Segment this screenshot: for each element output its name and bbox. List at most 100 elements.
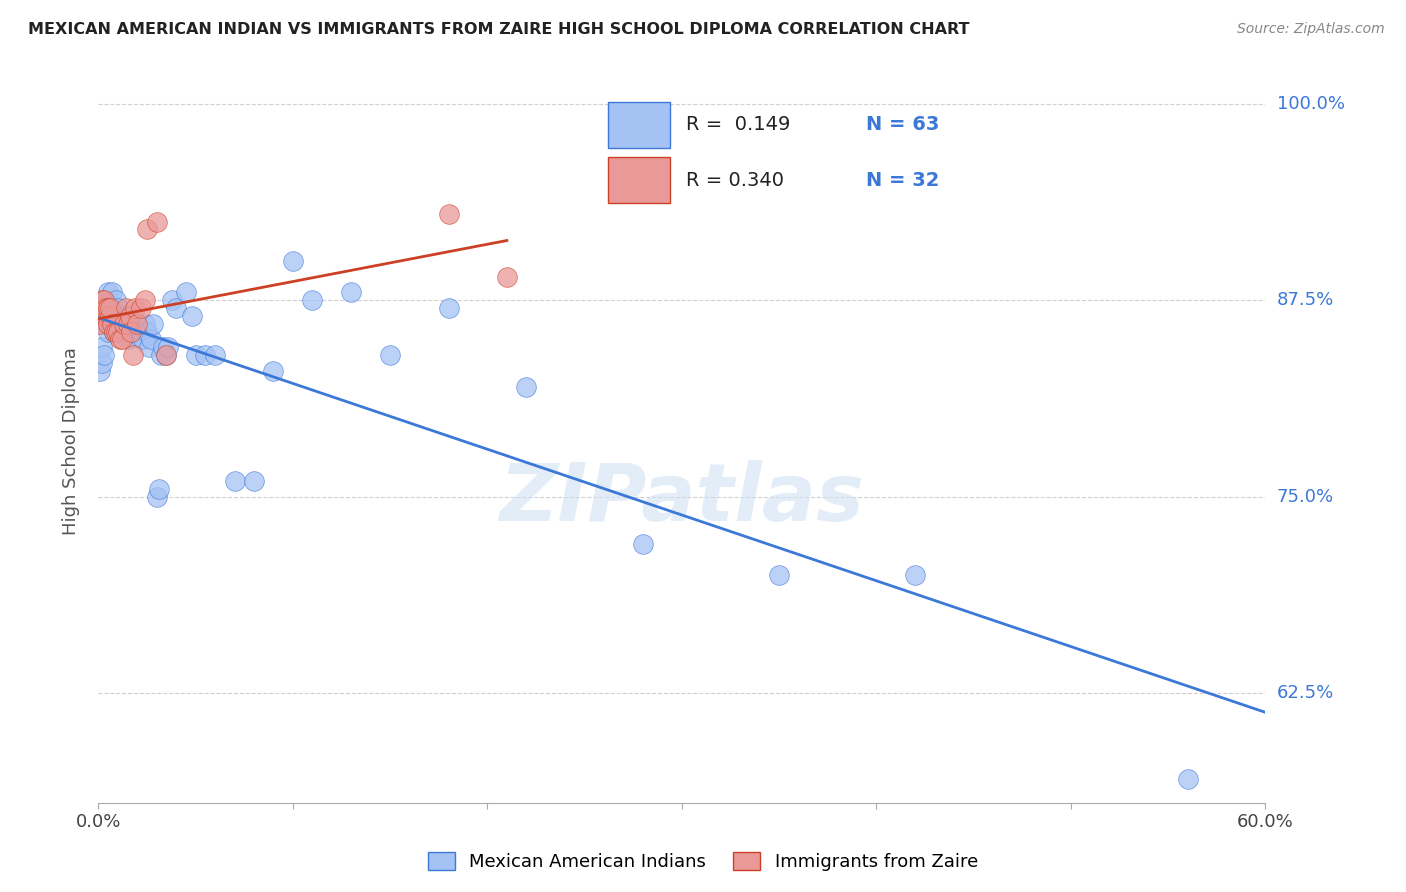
Legend: Mexican American Indians, Immigrants from Zaire: Mexican American Indians, Immigrants fro… <box>420 845 986 879</box>
Point <box>243 474 266 488</box>
Point <box>157 340 180 354</box>
Point <box>631 536 654 550</box>
Point <box>118 317 141 331</box>
Point <box>97 301 120 315</box>
Point <box>136 222 159 236</box>
Point <box>101 317 124 331</box>
Point <box>496 269 519 284</box>
Point <box>117 333 139 347</box>
Point <box>103 301 125 315</box>
Point <box>103 325 125 339</box>
Point <box>101 309 124 323</box>
Point <box>111 325 134 339</box>
Text: 100.0%: 100.0% <box>1277 95 1344 113</box>
Point <box>91 301 114 315</box>
Point <box>89 317 111 331</box>
Point <box>184 348 207 362</box>
Point <box>96 309 118 323</box>
Point <box>112 309 135 323</box>
Point <box>134 293 156 308</box>
Point <box>98 301 121 315</box>
Point <box>93 348 115 362</box>
Point <box>127 317 149 331</box>
Y-axis label: High School Diploma: High School Diploma <box>62 348 80 535</box>
Point <box>129 301 152 315</box>
Point <box>104 293 127 308</box>
Point <box>97 285 120 300</box>
Point <box>124 301 146 315</box>
Point <box>117 317 139 331</box>
Point <box>124 317 146 331</box>
Point <box>96 293 118 308</box>
Point <box>262 364 284 378</box>
Text: Source: ZipAtlas.com: Source: ZipAtlas.com <box>1237 22 1385 37</box>
Point <box>97 325 120 339</box>
Point <box>340 285 363 300</box>
Point <box>437 301 460 315</box>
Text: 62.5%: 62.5% <box>1277 684 1334 702</box>
Point <box>114 301 136 315</box>
Point <box>146 490 169 504</box>
Text: ZIPatlas: ZIPatlas <box>499 460 865 539</box>
Point <box>148 482 170 496</box>
Point <box>91 340 114 354</box>
Text: 75.0%: 75.0% <box>1277 488 1334 506</box>
Point <box>121 317 143 331</box>
Text: 87.5%: 87.5% <box>1277 291 1334 310</box>
Point <box>180 309 202 323</box>
Point <box>114 325 136 339</box>
Point <box>134 317 156 331</box>
Point <box>91 356 114 370</box>
Point <box>162 293 184 308</box>
Point <box>127 325 149 339</box>
Point <box>112 317 135 331</box>
Point <box>91 293 114 308</box>
Point <box>107 301 129 315</box>
Point <box>132 333 155 347</box>
Point <box>108 333 131 347</box>
Point <box>103 325 125 339</box>
Point <box>122 325 145 339</box>
Point <box>108 325 131 339</box>
Point <box>97 317 120 331</box>
Point <box>97 301 120 315</box>
Point <box>146 214 169 228</box>
Point <box>768 568 790 582</box>
Point <box>152 340 174 354</box>
Point <box>89 364 111 378</box>
Point <box>128 325 150 339</box>
Point <box>380 348 402 362</box>
Point <box>136 325 159 339</box>
Point <box>138 340 160 354</box>
Text: MEXICAN AMERICAN INDIAN VS IMMIGRANTS FROM ZAIRE HIGH SCHOOL DIPLOMA CORRELATION: MEXICAN AMERICAN INDIAN VS IMMIGRANTS FR… <box>28 22 970 37</box>
Point <box>301 293 323 308</box>
Point <box>98 309 121 323</box>
Point <box>93 293 115 308</box>
Point <box>224 474 246 488</box>
Point <box>98 317 121 331</box>
Point <box>165 301 187 315</box>
Point <box>96 317 118 331</box>
Point <box>194 348 217 362</box>
Point <box>139 333 162 347</box>
Point <box>204 348 226 362</box>
Point <box>122 348 145 362</box>
Point <box>155 348 177 362</box>
Point <box>155 348 177 362</box>
Point <box>107 317 129 331</box>
Point <box>104 325 127 339</box>
Point <box>104 317 127 331</box>
Point <box>149 348 172 362</box>
Point <box>101 285 124 300</box>
Point <box>96 301 118 315</box>
Point <box>1177 772 1199 787</box>
Point <box>93 301 115 315</box>
Point <box>129 333 152 347</box>
Point <box>93 309 115 323</box>
Point <box>111 333 134 347</box>
Point <box>281 253 304 268</box>
Point <box>174 285 197 300</box>
Point <box>904 568 927 582</box>
Point <box>437 207 460 221</box>
Point <box>515 379 537 393</box>
